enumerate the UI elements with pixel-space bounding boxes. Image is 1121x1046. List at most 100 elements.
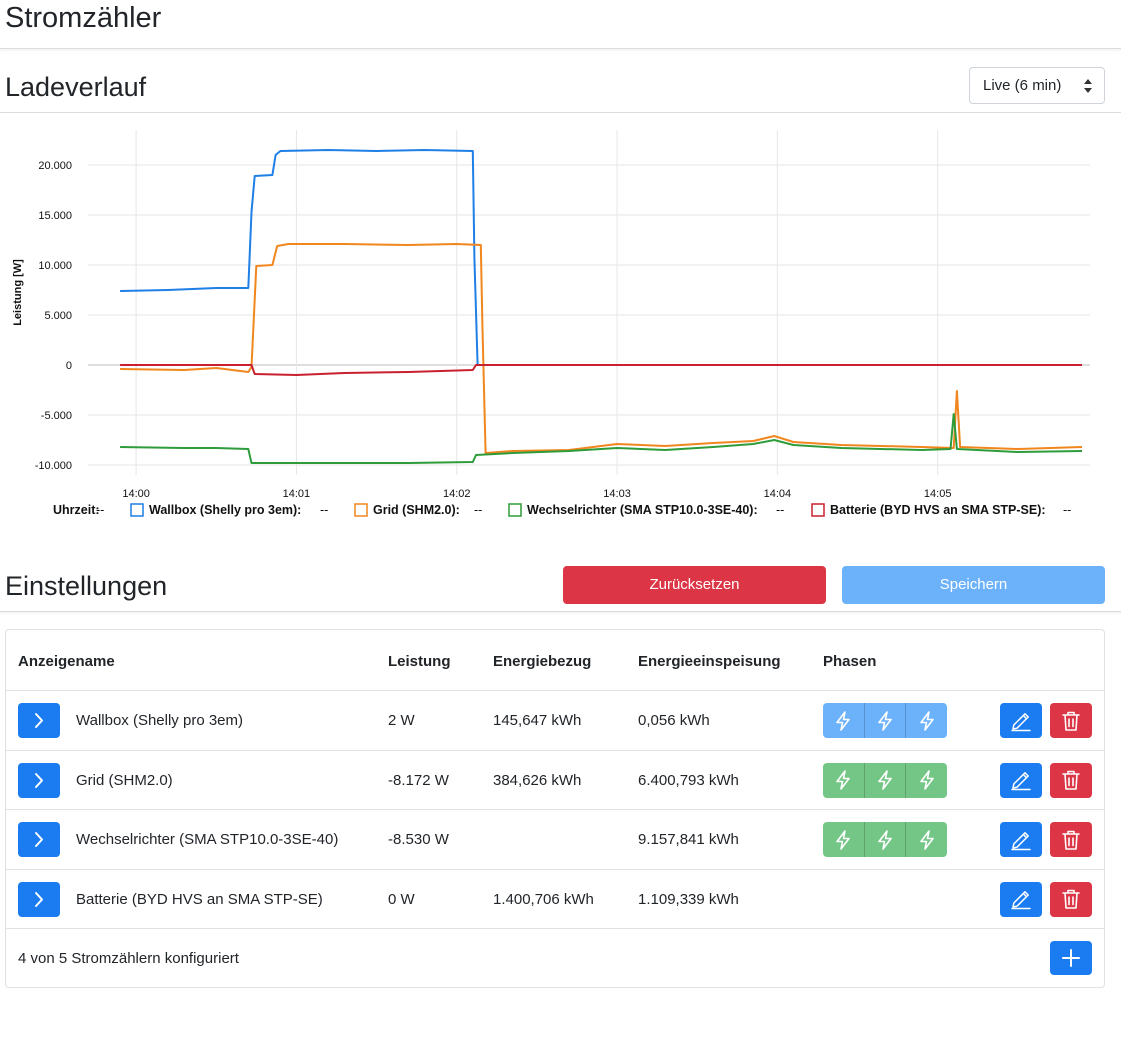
table-row: Wechselrichter (SMA STP10.0-3SE-40) -8.53… bbox=[6, 809, 1104, 868]
app-title: Stromzähler bbox=[5, 2, 162, 34]
phase-button-group bbox=[823, 703, 947, 738]
edit-meter-button[interactable] bbox=[1000, 762, 1042, 798]
delete-meter-button[interactable] bbox=[1050, 822, 1092, 857]
legend-series-value: -- bbox=[474, 503, 482, 517]
phase-3-button[interactable] bbox=[905, 762, 947, 798]
time-range-select[interactable]: Live (6 min) bbox=[969, 67, 1105, 104]
column-header-import: Energiebezug bbox=[493, 653, 592, 670]
y-tick-label: 10.000 bbox=[38, 260, 72, 272]
edit-meter-button[interactable] bbox=[1000, 822, 1042, 857]
trash-icon bbox=[1062, 711, 1080, 731]
phase-button-group bbox=[823, 762, 947, 798]
meter-energy-export: 6.400,793 kWh bbox=[638, 771, 739, 789]
sort-caret-icon bbox=[1084, 79, 1092, 93]
meter-energy-import: 1.400,706 kWh bbox=[493, 890, 594, 908]
pencil-icon bbox=[1011, 891, 1031, 910]
y-tick-label: -10.000 bbox=[35, 460, 72, 472]
expand-row-button[interactable] bbox=[18, 762, 60, 798]
y-tick-label: 0 bbox=[66, 360, 72, 372]
meter-count-text: 4 von 5 Stromzählern konfiguriert bbox=[18, 950, 239, 967]
lightning-icon bbox=[878, 770, 892, 790]
expand-row-button[interactable] bbox=[18, 881, 60, 917]
phase-2-button[interactable] bbox=[863, 762, 906, 798]
meter-power: 2 W bbox=[388, 712, 415, 729]
meter-energy-export: 1.109,339 kWh bbox=[638, 890, 739, 908]
legend-series-name: Wallbox (Shelly pro 3em): bbox=[149, 503, 301, 517]
history-title: Ladeverlauf bbox=[5, 72, 147, 102]
expand-row-button[interactable] bbox=[18, 822, 60, 857]
phase-1-button[interactable] bbox=[823, 762, 864, 798]
meter-energy-import: 384,626 kWh bbox=[493, 771, 582, 789]
lightning-icon bbox=[919, 770, 934, 790]
lightning-icon bbox=[878, 829, 892, 850]
x-tick-label: 14:03 bbox=[603, 488, 631, 500]
chevron-right-icon bbox=[35, 713, 43, 728]
table-row: Wallbox (Shelly pro 3em) 2 W 145,647 kWh 0,… bbox=[6, 690, 1104, 749]
legend-swatch bbox=[354, 503, 368, 517]
phase-button-group bbox=[823, 822, 947, 857]
meter-power: 0 W bbox=[388, 890, 415, 908]
x-tick-label: 14:04 bbox=[764, 488, 792, 500]
meter-name: Batterie (BYD HVS an SMA STP-SE) bbox=[76, 890, 323, 908]
add-meter-button[interactable] bbox=[1050, 941, 1092, 975]
delete-meter-button[interactable] bbox=[1050, 762, 1092, 798]
legend-swatch bbox=[130, 503, 144, 517]
save-button[interactable]: Speichern bbox=[842, 566, 1105, 604]
x-tick-label: 14:01 bbox=[283, 488, 311, 500]
y-axis-label: Leistung [W] bbox=[12, 259, 24, 326]
phase-2-button[interactable] bbox=[863, 822, 906, 857]
phase-1-button[interactable] bbox=[823, 822, 864, 857]
legend-series-name: Wechselrichter (SMA STP10.0-3SE-40): bbox=[527, 503, 758, 517]
pencil-icon bbox=[1011, 772, 1031, 791]
phase-3-button[interactable] bbox=[905, 703, 947, 738]
y-tick-label: -5.000 bbox=[41, 410, 72, 422]
column-header-export: Energieeinspeisung bbox=[638, 653, 781, 670]
lightning-icon bbox=[836, 770, 851, 790]
lightning-icon bbox=[919, 710, 934, 731]
pencil-icon bbox=[1011, 831, 1031, 850]
legend-series-name: Batterie (BYD HVS an SMA STP-SE): bbox=[830, 503, 1046, 517]
series-line bbox=[120, 413, 1083, 464]
y-tick-label: 5.000 bbox=[44, 310, 72, 322]
meter-energy-export: 9.157,841 kWh bbox=[638, 831, 739, 848]
meter-power: -8.172 W bbox=[388, 771, 449, 789]
power-chart[interactable]: 20.000 15.000 10.000 5.000 0 -5.000 -10.000 14:… bbox=[0, 130, 1121, 530]
lightning-icon bbox=[836, 829, 851, 850]
meters-table: Anzeigename Leistung Energiebezug Energi… bbox=[5, 629, 1105, 988]
legend-series-value: -- bbox=[776, 503, 784, 517]
y-tick-label: 15.000 bbox=[38, 210, 72, 222]
trash-icon bbox=[1062, 830, 1080, 850]
x-tick-label: 14:00 bbox=[122, 488, 150, 500]
y-tick-label: 20.000 bbox=[38, 160, 72, 172]
legend-time-value: -- bbox=[96, 503, 104, 517]
phase-3-button[interactable] bbox=[905, 822, 947, 857]
legend-series-name: Grid (SHM2.0): bbox=[373, 503, 460, 517]
series-line bbox=[120, 243, 1083, 454]
settings-divider bbox=[0, 611, 1121, 612]
edit-meter-button[interactable] bbox=[1000, 703, 1042, 738]
chevron-right-icon bbox=[35, 832, 43, 847]
plus-icon bbox=[1062, 949, 1080, 967]
expand-row-button[interactable] bbox=[18, 703, 60, 738]
pencil-icon bbox=[1011, 712, 1031, 731]
lightning-icon bbox=[919, 829, 934, 850]
history-divider bbox=[0, 112, 1121, 113]
meter-name: Wechselrichter (SMA STP10.0-3SE-40) bbox=[76, 831, 339, 848]
reset-button[interactable]: Zurücksetzen bbox=[563, 566, 826, 604]
column-header-power: Leistung bbox=[388, 653, 451, 670]
settings-title: Einstellungen bbox=[5, 571, 168, 601]
delete-meter-button[interactable] bbox=[1050, 703, 1092, 738]
phase-1-button[interactable] bbox=[823, 703, 864, 738]
column-header-name: Anzeigename bbox=[18, 653, 115, 670]
legend-time-label: Uhrzeit: bbox=[53, 503, 100, 517]
edit-meter-button[interactable] bbox=[1000, 881, 1042, 917]
trash-icon bbox=[1062, 889, 1080, 909]
meter-name: Grid (SHM2.0) bbox=[76, 771, 173, 789]
meter-name: Wallbox (Shelly pro 3em) bbox=[76, 712, 243, 729]
meter-energy-import: 145,647 kWh bbox=[493, 712, 582, 729]
table-row: Batterie (BYD HVS an SMA STP-SE) 0 W 1.400… bbox=[6, 868, 1104, 928]
phase-2-button[interactable] bbox=[863, 703, 906, 738]
power-chart-svg: 20.000 15.000 10.000 5.000 0 -5.000 -10.000 14:… bbox=[12, 130, 1090, 517]
x-tick-label: 14:02 bbox=[443, 488, 471, 500]
delete-meter-button[interactable] bbox=[1050, 881, 1092, 917]
